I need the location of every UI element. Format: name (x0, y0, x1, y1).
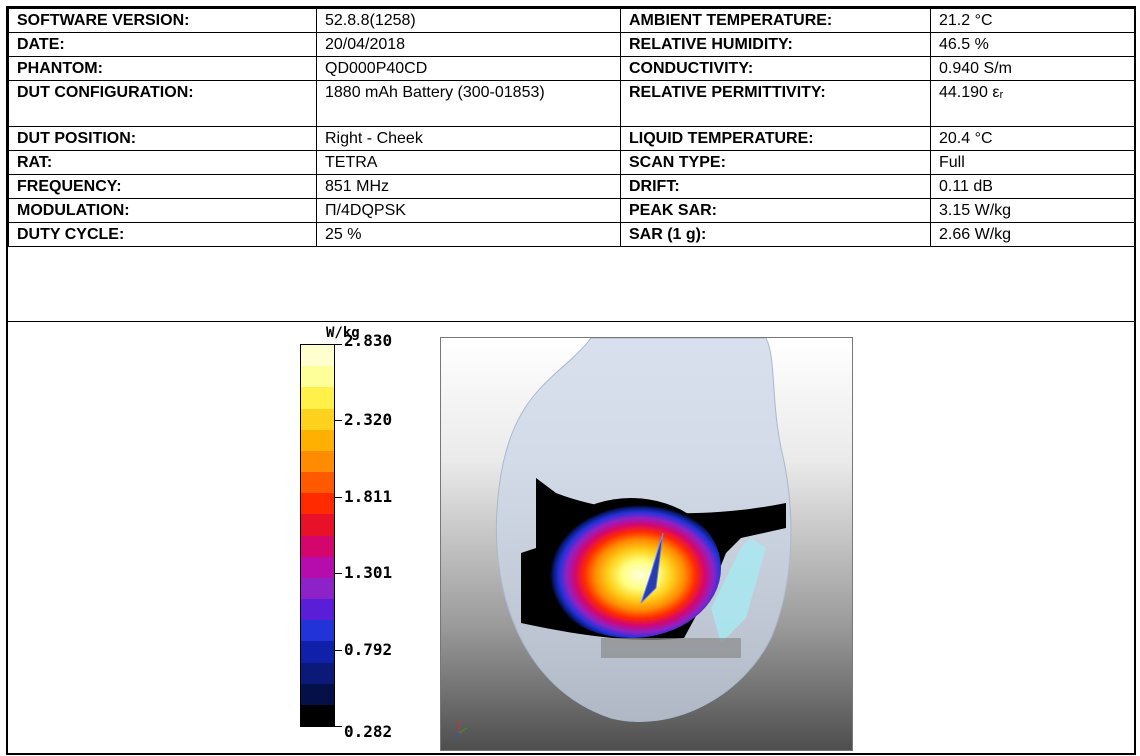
field-label: SCAN TYPE: (620, 150, 931, 175)
field-value: 0.11 dB (930, 174, 1135, 199)
colorbar-tick-label: 1.301 (344, 563, 393, 582)
field-value: 2.66 W/kg (930, 222, 1135, 247)
info-row: SOFTWARE VERSION: 52.8.8(1258) AMBIENT TEM… (8, 8, 1135, 33)
colorbar-band (301, 345, 334, 367)
field-label: LIQUID TEMPERATURE: (620, 126, 931, 151)
info-row: DUT CONFIGURATION: 1880 mAh Battery (300-… (8, 80, 1135, 127)
info-row: FREQUENCY: 851 MHz DRIFT: 0.11 dB (8, 174, 1135, 199)
colorbar-band (301, 683, 334, 705)
field-value: 20/04/2018 (316, 32, 621, 57)
peak-marker-shape (640, 532, 664, 604)
field-label: RAT: (8, 150, 317, 175)
colorbar-tick-label: 1.811 (344, 487, 393, 506)
colorbar-tick-label: 0.792 (344, 640, 393, 659)
measurement-info-table: SOFTWARE VERSION: 52.8.8(1258) AMBIENT TEM… (8, 8, 1135, 247)
field-label: DUT POSITION: (8, 126, 317, 151)
field-label: PEAK SAR: (620, 198, 931, 223)
colorbar-band (301, 641, 334, 663)
colorbar-band (301, 429, 334, 451)
field-label: DUTY CYCLE: (8, 222, 317, 247)
colorbar-band (301, 620, 334, 642)
colorbar-band (301, 387, 334, 409)
field-label: AMBIENT TEMPERATURE: (620, 8, 931, 33)
colorbar-tick (334, 650, 342, 651)
info-row: RAT: TETRA SCAN TYPE: Full (8, 150, 1135, 175)
info-row: DUTY CYCLE: 25 % SAR (1 g): 2.66 W/kg (8, 222, 1135, 247)
field-label: RELATIVE PERMITTIVITY: (620, 80, 931, 127)
field-value: 0.940 S/m (930, 56, 1135, 81)
axis-x-icon (454, 732, 460, 739)
colorbar-band (301, 556, 334, 578)
field-value: Full (930, 150, 1135, 175)
colorbar-unit: W/kg (326, 325, 360, 341)
field-label: FREQUENCY: (8, 174, 317, 199)
colorbar-band (301, 366, 334, 388)
colorbar-band (301, 450, 334, 473)
field-value: 1880 mAh Battery (300-01853) (316, 80, 621, 127)
field-label: DUT CONFIGURATION: (8, 80, 317, 127)
info-row: DUT POSITION: Right - Cheek LIQUID TEMPERA… (8, 126, 1135, 151)
field-label: PHANTOM: (8, 56, 317, 81)
colorbar-band (301, 662, 334, 684)
colorbar-tick-label: 2.830 (344, 331, 393, 350)
axis-y-icon (458, 727, 468, 734)
colorbar-band (301, 472, 334, 494)
colorbar-tick (334, 726, 342, 727)
field-value: 25 % (316, 222, 621, 247)
field-label: DATE: (8, 32, 317, 57)
sar-hotspot-shape (541, 498, 721, 638)
info-row: DATE: 20/04/2018 RELATIVE HUMIDITY: 46.5 % (8, 32, 1135, 57)
field-value: QD000P40CD (316, 56, 621, 81)
info-row: PHANTOM: QD000P40CD CONDUCTIVITY: 0.940 S/m (8, 56, 1135, 81)
field-label: RELATIVE HUMIDITY: (620, 32, 931, 57)
colorbar-band (301, 408, 334, 430)
colorbar-tick (334, 344, 342, 345)
field-value: 851 MHz (316, 174, 621, 199)
colorbar-band (301, 704, 334, 727)
field-value: 44.190 εᵣ (930, 80, 1135, 127)
device-shadow-shape (601, 638, 741, 658)
field-value: 21.2 °C (930, 8, 1135, 33)
colorbar-band (301, 514, 334, 536)
colorbar-band (301, 577, 334, 600)
field-label: CONDUCTIVITY: (620, 56, 931, 81)
field-value: 3.15 W/kg (930, 198, 1135, 223)
colorbar (300, 344, 335, 727)
colorbar-band (301, 493, 334, 515)
info-row: MODULATION: Π/4DQPSK PEAK SAR: 3.15 W/kg (8, 198, 1135, 223)
phantom-3d-view (440, 337, 853, 751)
colorbar-band (301, 535, 334, 557)
field-label: SOFTWARE VERSION: (8, 8, 317, 33)
sar-report: SOFTWARE VERSION: 52.8.8(1258) AMBIENT TEM… (6, 6, 1136, 755)
colorbar-tick (334, 420, 342, 421)
device-outline-shape (711, 538, 766, 643)
colorbar-tick-label: 0.282 (344, 722, 393, 741)
field-label: MODULATION: (8, 198, 317, 223)
field-label: DRIFT: (620, 174, 931, 199)
field-label: SAR (1 g): (620, 222, 931, 247)
field-value: 52.8.8(1258) (316, 8, 621, 33)
field-value: 46.5 % (930, 32, 1135, 57)
field-value: TETRA (316, 150, 621, 175)
sar-distribution-figure: W/kg 2.830 2.320 1.811 1.301 0.792 0.282 (8, 321, 1134, 756)
colorbar-tick (334, 497, 342, 498)
colorbar-tick-label: 2.320 (344, 410, 393, 429)
field-value: Π/4DQPSK (316, 198, 621, 223)
colorbar-tick (334, 573, 342, 574)
field-value: 20.4 °C (930, 126, 1135, 151)
field-value: Right - Cheek (316, 126, 621, 151)
colorbar-band (301, 599, 334, 621)
